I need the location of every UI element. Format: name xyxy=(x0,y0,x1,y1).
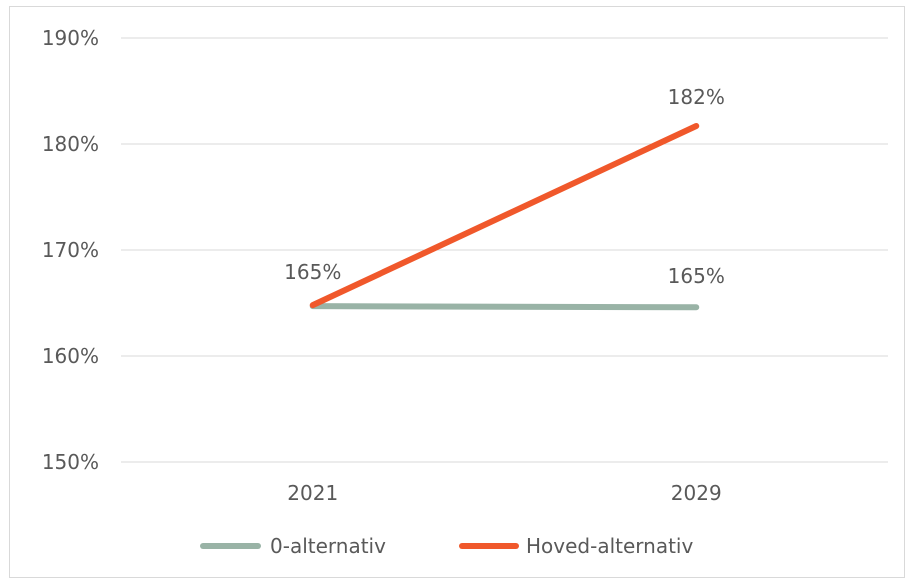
legend-label: 0-alternativ xyxy=(270,534,386,558)
x-tick-label: 2029 xyxy=(671,481,722,505)
data-labels: 165% 165% 182% xyxy=(284,85,725,288)
y-axis-tick-labels: 150% 160% 170% 180% 190% xyxy=(42,26,99,474)
y-tick-label: 180% xyxy=(42,132,99,156)
data-label: 165% xyxy=(668,264,725,288)
data-label: 182% xyxy=(668,85,725,109)
data-label: 165% xyxy=(284,260,341,284)
gridlines xyxy=(121,37,888,463)
x-axis-tick-labels: 2021 2029 xyxy=(287,481,721,505)
y-tick-label: 150% xyxy=(42,450,99,474)
series-lines xyxy=(309,122,700,311)
legend: 0-alternativ Hoved-alternativ xyxy=(200,534,693,558)
y-tick-label: 160% xyxy=(42,344,99,368)
y-tick-label: 170% xyxy=(42,238,99,262)
chart-frame xyxy=(9,6,905,578)
y-tick-label: 190% xyxy=(42,26,99,50)
series-line-0 xyxy=(309,303,700,311)
series-line-1 xyxy=(309,122,700,309)
legend-label: Hoved-alternativ xyxy=(526,534,693,558)
x-tick-label: 2021 xyxy=(287,481,338,505)
